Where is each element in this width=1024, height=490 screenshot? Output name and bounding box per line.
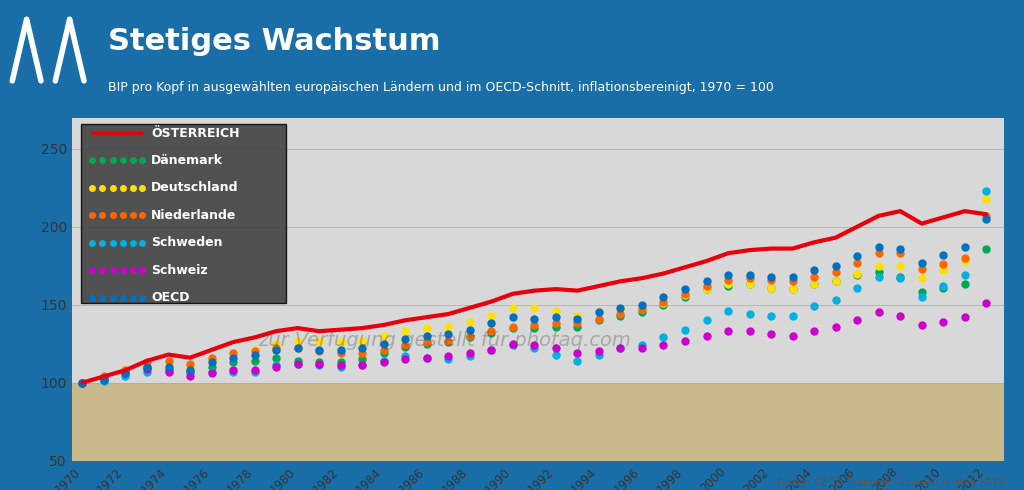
Text: Quelle: OECD Economic Surveys: Austria 2013: Quelle: OECD Economic Surveys: Austria 2… <box>776 478 1004 488</box>
Text: Schweden: Schweden <box>151 236 222 249</box>
Text: BIP pro Kopf in ausgewählten europäischen Ländern und im OECD-Schnitt, inflation: BIP pro Kopf in ausgewählten europäische… <box>108 81 773 94</box>
Text: Stetiges Wachstum: Stetiges Wachstum <box>108 27 440 56</box>
FancyBboxPatch shape <box>81 124 286 303</box>
Text: Schweiz: Schweiz <box>151 264 208 277</box>
Text: Dänemark: Dänemark <box>151 154 223 167</box>
Bar <box>72 102 1004 383</box>
Text: ÖSTERREICH: ÖSTERREICH <box>151 126 240 140</box>
Text: Deutschland: Deutschland <box>151 181 239 195</box>
Text: Niederlande: Niederlande <box>151 209 237 222</box>
Text: zur Verfügung gestellt für photaq.com: zur Verfügung gestellt für photaq.com <box>258 331 631 350</box>
Text: OECD: OECD <box>151 291 189 304</box>
